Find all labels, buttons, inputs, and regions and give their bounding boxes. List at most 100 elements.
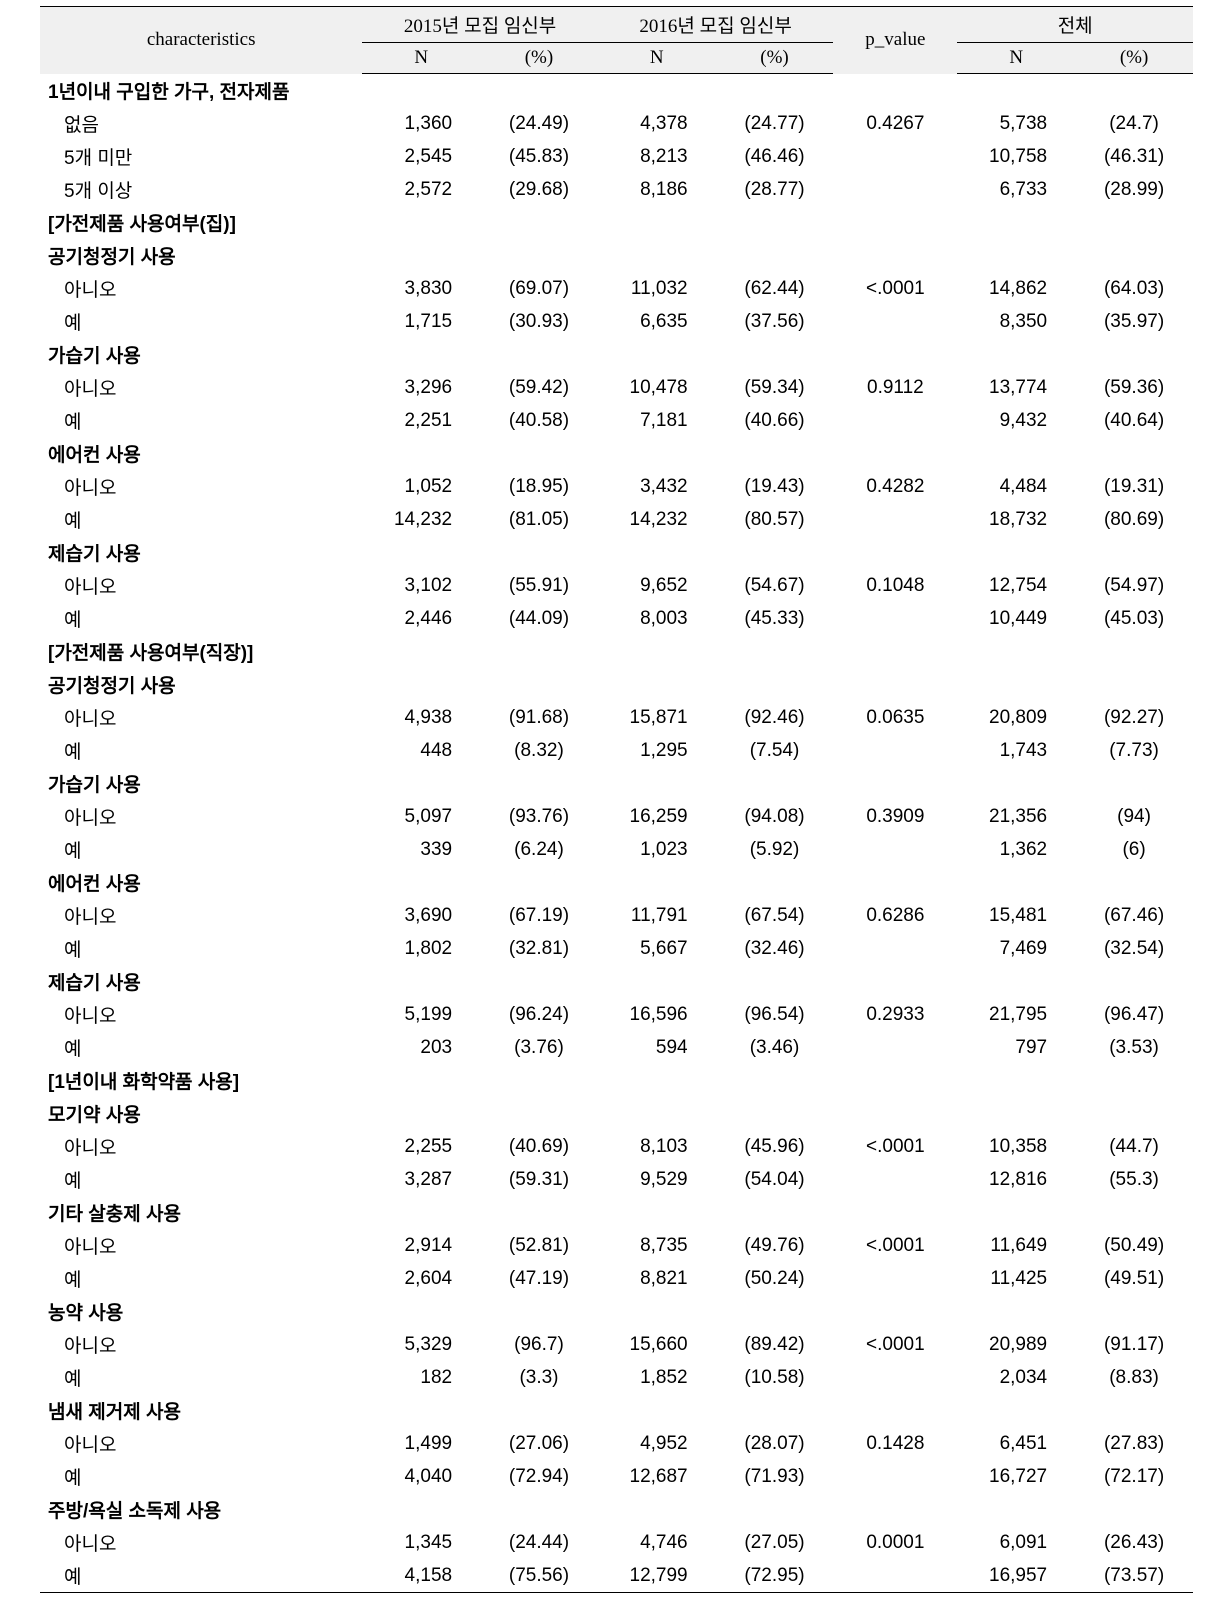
cell-n-2015: 5,097 [362, 800, 480, 833]
cell-pct-2016: (45.33) [716, 602, 834, 635]
cell-pct-total: (54.97) [1075, 569, 1193, 602]
col-pvalue: p_value [833, 7, 957, 74]
table-row: 아니오3,102(55.91)9,652(54.67)0.104812,754(… [40, 569, 1193, 602]
cell-n-2015: 3,296 [362, 371, 480, 404]
cell-pct-total: (72.17) [1075, 1460, 1193, 1493]
cell-n-total: 20,809 [957, 701, 1075, 734]
item-label: 예 [40, 404, 362, 437]
section-label: 주방/욕실 소독제 사용 [40, 1493, 1193, 1526]
item-label: 예 [40, 503, 362, 536]
cell-pct-2016: (67.54) [716, 899, 834, 932]
cell-n-2015: 2,572 [362, 173, 480, 206]
cell-n-total: 16,957 [957, 1559, 1075, 1593]
cell-n-total: 21,795 [957, 998, 1075, 1031]
table-row: 없음1,360(24.49)4,378(24.77)0.42675,738(24… [40, 107, 1193, 140]
cell-n-2015: 4,938 [362, 701, 480, 734]
cell-pct-2015: (69.07) [480, 272, 598, 305]
cell-pct-total: (80.69) [1075, 503, 1193, 536]
table-row: 예4,040(72.94)12,687(71.93)16,727(72.17) [40, 1460, 1193, 1493]
cell-n-2015: 14,232 [362, 503, 480, 536]
cell-pct-2016: (24.77) [716, 107, 834, 140]
table-row: 아니오5,199(96.24)16,596(96.54)0.293321,795… [40, 998, 1193, 1031]
cell-pvalue [833, 833, 957, 866]
cell-n-2015: 2,251 [362, 404, 480, 437]
cell-pct-total: (19.31) [1075, 470, 1193, 503]
cell-n-2015: 1,360 [362, 107, 480, 140]
cell-pct-2015: (6.24) [480, 833, 598, 866]
table-row: 에어컨 사용 [40, 866, 1193, 899]
table-row: [1년이내 화학약품 사용] [40, 1064, 1193, 1097]
cell-pct-2016: (72.95) [716, 1559, 834, 1593]
cell-pct-2016: (80.57) [716, 503, 834, 536]
table-row: 예2,251(40.58)7,181(40.66)9,432(40.64) [40, 404, 1193, 437]
cell-pct-2016: (28.77) [716, 173, 834, 206]
cell-n-2016: 4,952 [598, 1427, 716, 1460]
cell-pct-total: (24.7) [1075, 107, 1193, 140]
cell-pct-2016: (28.07) [716, 1427, 834, 1460]
cell-n-2015: 1,345 [362, 1526, 480, 1559]
cell-pct-2016: (89.42) [716, 1328, 834, 1361]
cell-n-total: 20,989 [957, 1328, 1075, 1361]
cell-n-total: 9,432 [957, 404, 1075, 437]
col-characteristics: characteristics [40, 7, 362, 74]
item-label: 예 [40, 1262, 362, 1295]
cell-n-total: 2,034 [957, 1361, 1075, 1394]
cell-n-2016: 8,213 [598, 140, 716, 173]
cell-pvalue [833, 503, 957, 536]
cell-pct-total: (73.57) [1075, 1559, 1193, 1593]
section-label: [1년이내 화학약품 사용] [40, 1064, 1193, 1097]
cell-pct-2015: (3.3) [480, 1361, 598, 1394]
section-label: 1년이내 구입한 가구, 전자제품 [40, 74, 1193, 108]
cell-pvalue: 0.3909 [833, 800, 957, 833]
table-row: 기타 살충제 사용 [40, 1196, 1193, 1229]
cell-pvalue [833, 1559, 957, 1593]
table-row: 5개 미만2,545(45.83)8,213(46.46)10,758(46.3… [40, 140, 1193, 173]
section-label: [가전제품 사용여부(직장)] [40, 635, 1193, 668]
cell-n-2015: 4,158 [362, 1559, 480, 1593]
cell-pct-2016: (7.54) [716, 734, 834, 767]
table-row: 아니오5,097(93.76)16,259(94.08)0.390921,356… [40, 800, 1193, 833]
table-row: 1년이내 구입한 가구, 전자제품 [40, 74, 1193, 108]
cell-pct-total: (26.43) [1075, 1526, 1193, 1559]
table-row: 5개 이상2,572(29.68)8,186(28.77)6,733(28.99… [40, 173, 1193, 206]
item-label: 아니오 [40, 569, 362, 602]
cell-pct-total: (27.83) [1075, 1427, 1193, 1460]
cell-pct-2016: (54.67) [716, 569, 834, 602]
section-label: 제습기 사용 [40, 536, 1193, 569]
cell-n-2016: 15,871 [598, 701, 716, 734]
cell-pct-2015: (91.68) [480, 701, 598, 734]
item-label: 예 [40, 1460, 362, 1493]
table-row: 예339(6.24)1,023(5.92)1,362(6) [40, 833, 1193, 866]
item-label: 아니오 [40, 1328, 362, 1361]
table-body: 1년이내 구입한 가구, 전자제품없음1,360(24.49)4,378(24.… [40, 74, 1193, 1593]
cell-pct-2015: (72.94) [480, 1460, 598, 1493]
table-row: 예2,446(44.09)8,003(45.33)10,449(45.03) [40, 602, 1193, 635]
cell-n-2015: 4,040 [362, 1460, 480, 1493]
cell-n-2015: 1,802 [362, 932, 480, 965]
cell-pct-2016: (62.44) [716, 272, 834, 305]
cell-pct-2016: (27.05) [716, 1526, 834, 1559]
table-row: 농약 사용 [40, 1295, 1193, 1328]
cell-pvalue [833, 602, 957, 635]
cell-pct-2016: (19.43) [716, 470, 834, 503]
cell-n-total: 8,350 [957, 305, 1075, 338]
section-label: 가습기 사용 [40, 767, 1193, 800]
cell-pct-total: (28.99) [1075, 173, 1193, 206]
cell-pct-2015: (44.09) [480, 602, 598, 635]
cell-pvalue: 0.4282 [833, 470, 957, 503]
col-group-total: 전체 [957, 7, 1193, 43]
cell-pvalue: <.0001 [833, 272, 957, 305]
table-row: [가전제품 사용여부(집)] [40, 206, 1193, 239]
cell-n-total: 6,091 [957, 1526, 1075, 1559]
item-label: 아니오 [40, 1130, 362, 1163]
cell-n-total: 14,862 [957, 272, 1075, 305]
cell-n-total: 5,738 [957, 107, 1075, 140]
cell-n-2015: 2,604 [362, 1262, 480, 1295]
cell-pct-total: (32.54) [1075, 932, 1193, 965]
table-row: 아니오3,296(59.42)10,478(59.34)0.911213,774… [40, 371, 1193, 404]
cell-pct-2015: (32.81) [480, 932, 598, 965]
item-label: 아니오 [40, 1229, 362, 1262]
section-label: 가습기 사용 [40, 338, 1193, 371]
cell-n-2015: 203 [362, 1031, 480, 1064]
col-pct-total: (%) [1075, 43, 1193, 74]
